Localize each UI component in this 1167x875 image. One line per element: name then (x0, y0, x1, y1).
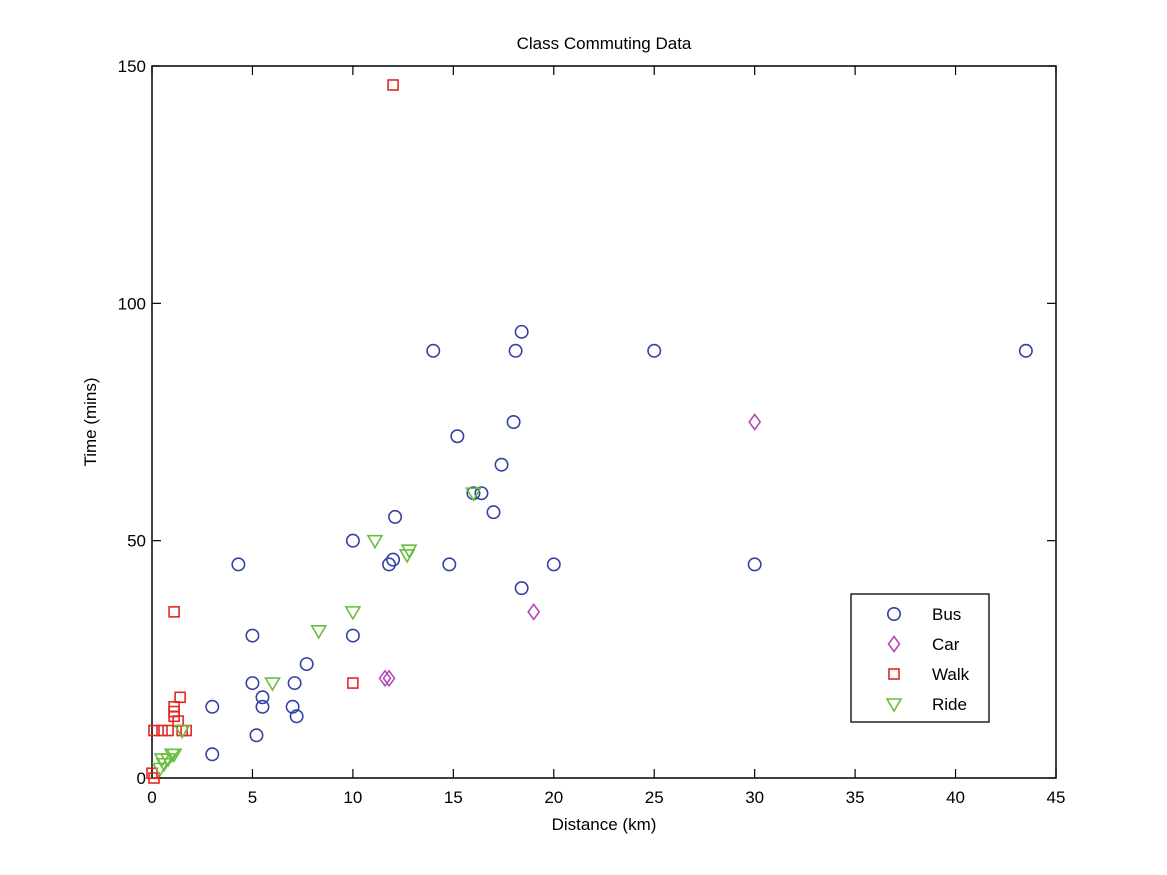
bus-point (299, 657, 314, 672)
x-tick-label: 15 (444, 788, 463, 807)
walk-point (156, 724, 168, 737)
legend-box (850, 593, 990, 723)
bus-point (546, 557, 561, 572)
legend-marker-bus (886, 606, 901, 621)
bus-point (747, 557, 762, 572)
bus-point (249, 728, 264, 743)
series-ride (151, 487, 482, 778)
x-tick-label: 40 (946, 788, 965, 807)
series-bus (205, 324, 1033, 762)
legend-marker-walk (888, 668, 900, 680)
walk-point (148, 724, 160, 737)
walk-point (148, 772, 160, 784)
bus-point (287, 676, 302, 691)
x-tick-label: 45 (1047, 788, 1066, 807)
y-tick-label: 0 (137, 769, 146, 788)
bus-point (285, 699, 300, 714)
bus-point (1018, 343, 1033, 358)
bus-point (506, 414, 521, 429)
series-car (378, 413, 762, 688)
bus-point (345, 533, 360, 548)
bus-point (245, 676, 260, 691)
x-tick-label: 35 (846, 788, 865, 807)
chart-title: Class Commuting Data (517, 34, 692, 53)
car-point (378, 669, 392, 688)
points-layer (146, 79, 1033, 784)
y-tick-label: 150 (118, 57, 146, 76)
walk-point (174, 691, 186, 704)
car-point (748, 413, 762, 431)
bus-point (245, 628, 260, 643)
bus-point (647, 343, 662, 358)
ride-point (465, 487, 482, 502)
x-tick-label: 25 (645, 788, 664, 807)
bus-point (450, 429, 465, 444)
bus-point (442, 557, 457, 572)
x-axis-title: Distance (km) (552, 815, 657, 834)
x-tick-label: 30 (745, 788, 764, 807)
bus-point (231, 557, 246, 572)
legend-label-car: Car (932, 635, 960, 654)
bus-point (388, 509, 403, 524)
ride-point (366, 534, 384, 550)
walk-point (387, 79, 399, 91)
car-point (382, 669, 396, 688)
ride-point (173, 724, 191, 740)
y-axis-title: Time (mins) (81, 377, 100, 466)
ride-point (400, 544, 418, 559)
bus-point (474, 486, 489, 501)
bus-point (382, 557, 397, 572)
ticks-layer: 0 5 10 15 20 25 30 35 40 45 0 50 100 150 (118, 57, 1066, 807)
walk-point (347, 677, 359, 689)
bus-point (255, 690, 270, 705)
ride-point (310, 625, 328, 640)
legend-marker-car (887, 635, 901, 653)
ride-point (165, 748, 183, 763)
bus-point (345, 628, 360, 643)
bus-point (426, 343, 441, 358)
y-tick-label: 50 (127, 532, 146, 551)
y-tick-label: 100 (118, 294, 146, 313)
ride-point (264, 677, 281, 692)
bus-point (508, 343, 523, 358)
x-tick-label: 5 (248, 788, 257, 807)
plot-frame (151, 65, 1057, 779)
bus-point (205, 747, 220, 762)
bus-point (486, 505, 501, 520)
legend: Bus Car Walk Ride (850, 593, 990, 723)
bus-point (289, 709, 304, 724)
bus-point (494, 457, 509, 472)
bus-point (386, 552, 401, 567)
bus-point (514, 581, 529, 596)
bus-point (255, 699, 270, 714)
walk-point (168, 606, 180, 618)
x-tick-label: 0 (147, 788, 156, 807)
car-point (527, 603, 541, 621)
legend-marker-ride (885, 698, 903, 713)
x-tick-label: 10 (343, 788, 362, 807)
legend-label-bus: Bus (932, 605, 961, 624)
ride-point (344, 606, 362, 621)
x-tick-label: 20 (544, 788, 563, 807)
legend-label-walk: Walk (932, 665, 970, 684)
legend-label-ride: Ride (932, 695, 967, 714)
bus-point (514, 324, 529, 339)
bus-point (205, 699, 220, 714)
walk-point (162, 724, 174, 737)
